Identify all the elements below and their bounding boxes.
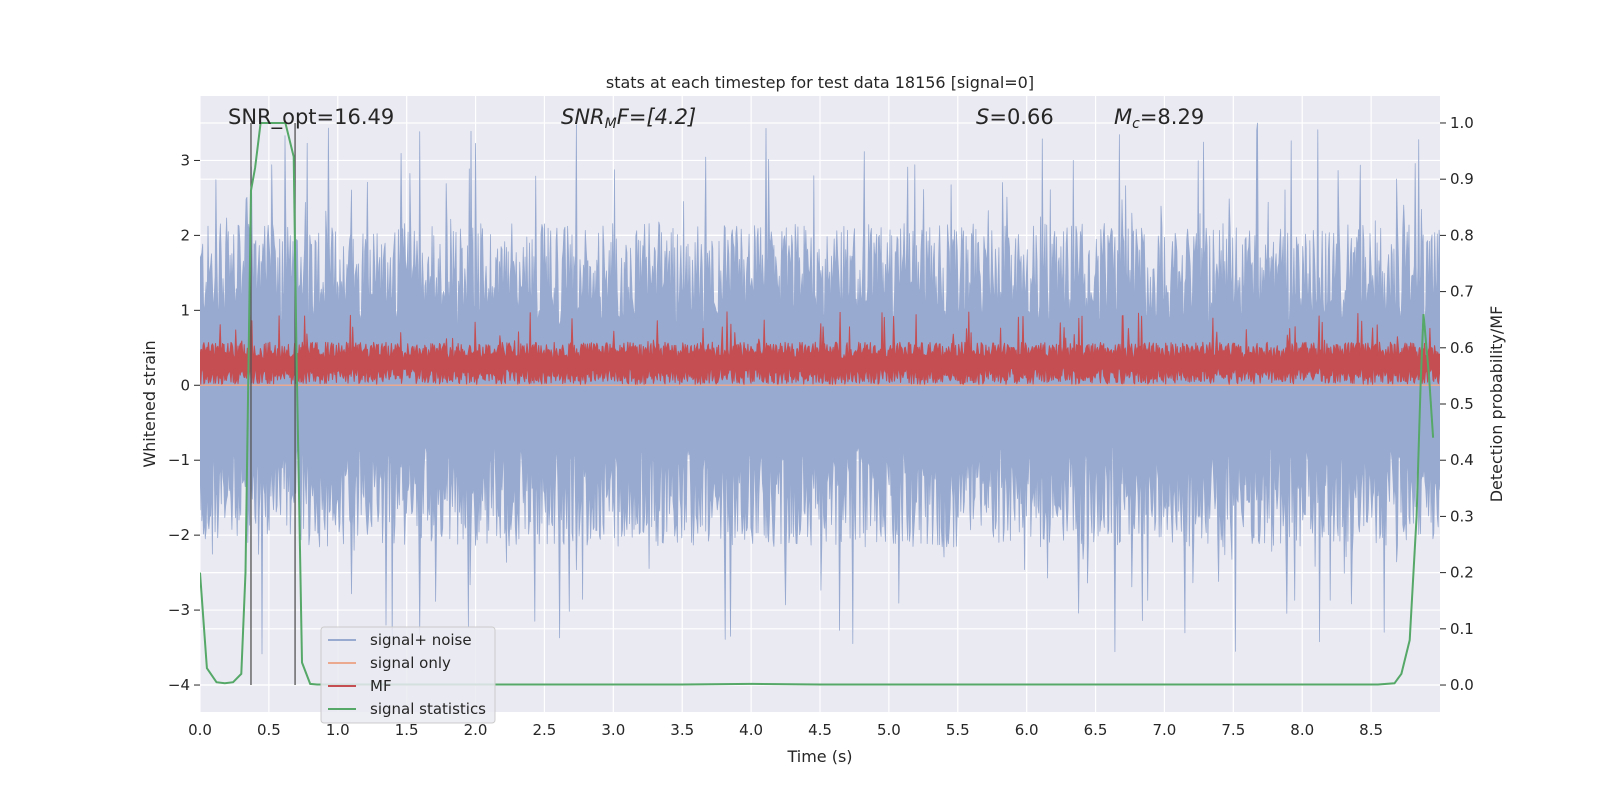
- y-tick-label: −4: [168, 676, 190, 694]
- y-right-tick-label: 1.0: [1450, 114, 1474, 132]
- y-tick-label: −1: [168, 451, 190, 469]
- series-mf: [200, 311, 1440, 385]
- x-tick-label: 3.0: [601, 721, 625, 739]
- x-tick-label: 1.5: [395, 721, 419, 739]
- x-tick-label: 0.5: [257, 721, 281, 739]
- annotation-s-value: =0.66: [989, 105, 1053, 129]
- y-right-tick-label: 0.6: [1450, 339, 1474, 357]
- y-tick-label: 2: [180, 226, 190, 244]
- y-tick-label: 1: [180, 301, 190, 319]
- y-right-tick-label: 0.1: [1450, 620, 1474, 638]
- annotation-s-prefix: S: [976, 105, 989, 129]
- y-right-tick-label: 0.7: [1450, 283, 1474, 301]
- y-tick-label: −3: [168, 601, 190, 619]
- x-tick-label: 4.5: [808, 721, 832, 739]
- legend-label-signal-noise: signal+ noise: [370, 631, 472, 649]
- x-tick-label: 7.0: [1153, 721, 1177, 739]
- mf-band: [200, 311, 1440, 385]
- x-tick-label: 0.0: [188, 721, 212, 739]
- x-tick-label: 2.0: [464, 721, 488, 739]
- y-right-tick-label: 0.3: [1450, 507, 1474, 525]
- y-right-tick-label: 0.5: [1450, 395, 1474, 413]
- y-right-tick-label: 0.2: [1450, 564, 1474, 582]
- annotation-mc: Mc=8.29: [1114, 105, 1204, 132]
- y-tick-label: 0: [180, 376, 190, 394]
- legend-label-signal-only: signal only: [370, 654, 451, 672]
- series-signal-noise: [200, 122, 1440, 655]
- annotation-snr-mf-prefix: SNR: [561, 105, 605, 129]
- x-tick-label: 5.5: [946, 721, 970, 739]
- legend: signal+ noise signal only MF signal stat…: [320, 626, 496, 724]
- x-tick-label: 3.5: [670, 721, 694, 739]
- x-axis-label: Time (s): [786, 747, 852, 766]
- annotation-mc-sub: c: [1132, 116, 1140, 132]
- y-right-tick-label: 0.8: [1450, 226, 1474, 244]
- chart-title: stats at each timestep for test data 181…: [606, 73, 1034, 92]
- x-tick-label: 6.5: [1084, 721, 1108, 739]
- x-tick-label: 4.0: [739, 721, 763, 739]
- annotation-snr-mf: SNRMF=[4.2]: [561, 105, 696, 132]
- annotation-mc-value: =8.29: [1140, 105, 1204, 129]
- noise-band: [200, 122, 1440, 655]
- y-axis-ticks: −4 −3 −2 −1 0 1 2 3: [168, 151, 200, 694]
- x-tick-label: 8.0: [1290, 721, 1314, 739]
- x-tick-label: 1.0: [326, 721, 350, 739]
- y-tick-label: 3: [180, 151, 190, 169]
- x-tick-label: 2.5: [533, 721, 557, 739]
- annotation-snr-opt: SNR_opt=16.49: [228, 105, 394, 130]
- x-tick-label: 8.5: [1359, 721, 1383, 739]
- x-axis-ticks: 0.0 0.5 1.0 1.5 2.0 2.5 3.0 3.5 4.0 4.5 5.0 5.5 6.0 6…: [188, 721, 1383, 739]
- x-tick-label: 6.0: [1015, 721, 1039, 739]
- y-tick-label: −2: [168, 526, 190, 544]
- annotation-s: S=0.66: [976, 105, 1054, 129]
- y-axis-label: Whitened strain: [140, 340, 159, 467]
- y-right-axis-ticks: 0.0 0.1 0.2 0.3 0.4 0.5 0.6 0.7 0.8 0.9 1.0: [1440, 114, 1474, 694]
- annotation-snr-mf-sub: M: [605, 116, 617, 132]
- legend-box: [320, 626, 496, 724]
- annotation-mc-prefix: M: [1114, 105, 1132, 129]
- y-right-tick-label: 0.9: [1450, 170, 1474, 188]
- annotation-snr-mf-suffix: F=[4.2]: [617, 105, 696, 129]
- y-right-tick-label: 0.0: [1450, 676, 1474, 694]
- legend-label-signal-statistics: signal statistics: [370, 700, 486, 718]
- y-right-axis-label: Detection probability/MF: [1487, 306, 1506, 503]
- y-right-tick-label: 0.4: [1450, 451, 1474, 469]
- x-tick-label: 5.0: [877, 721, 901, 739]
- legend-label-mf: MF: [370, 677, 392, 695]
- x-tick-label: 7.5: [1221, 721, 1245, 739]
